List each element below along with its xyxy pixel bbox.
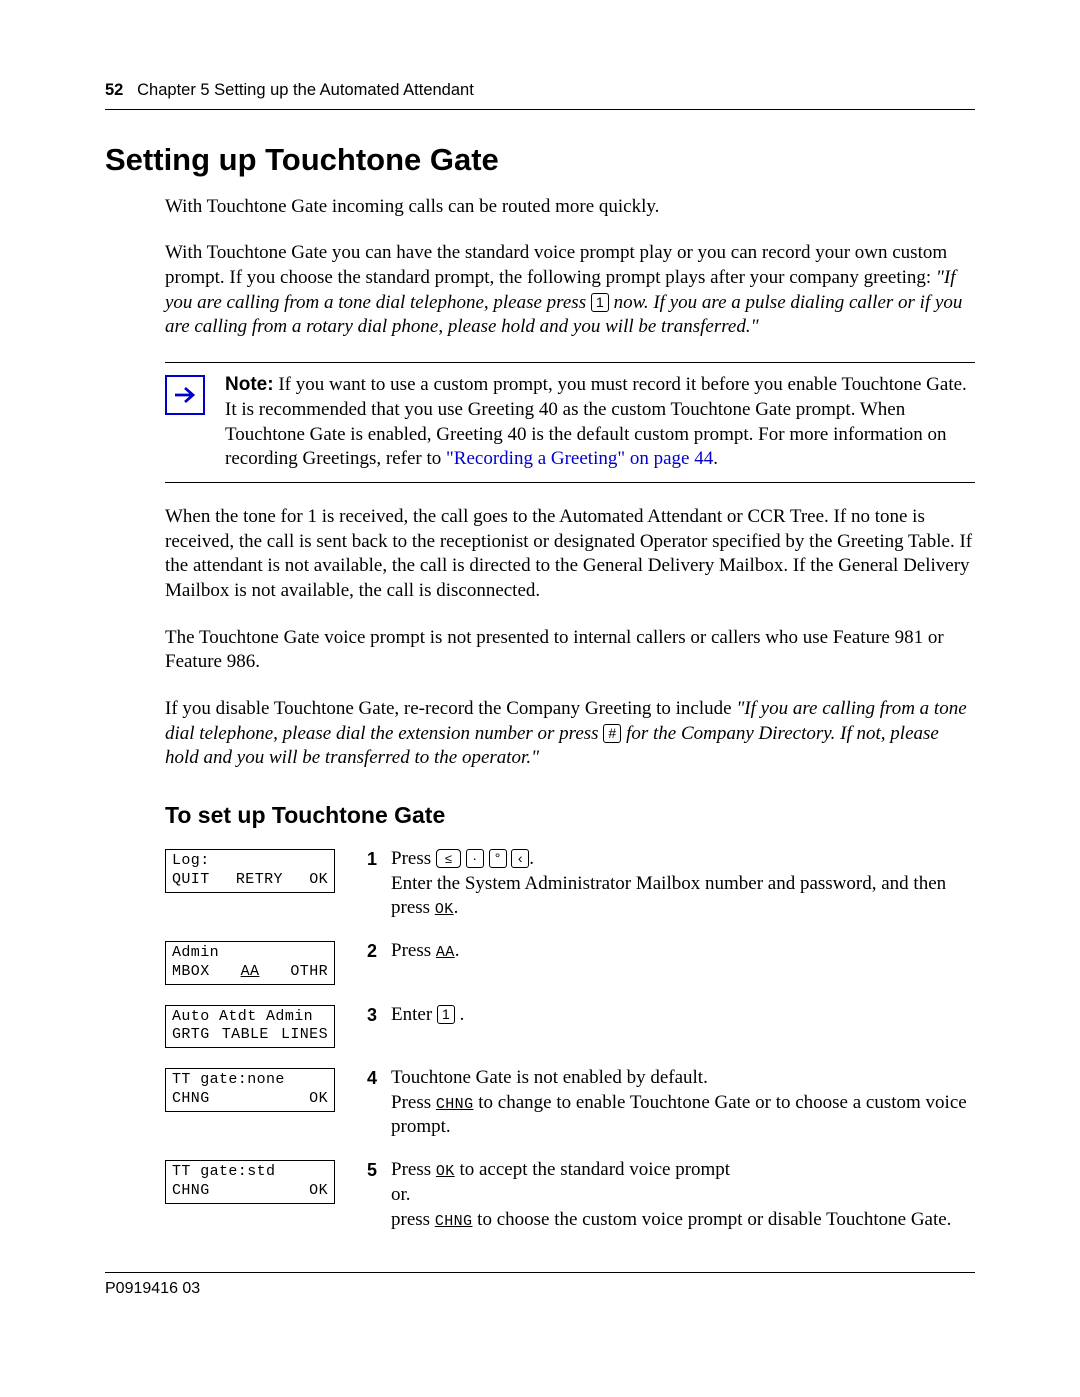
key-1b: 1 xyxy=(437,1005,455,1024)
lcd-2: Admin MBOX AA OTHR xyxy=(165,941,335,985)
lcd-1-soft-b: RETRY xyxy=(236,871,283,890)
step-4-t2a: Press xyxy=(391,1092,436,1113)
key-9: · xyxy=(466,849,484,868)
note-label: Note: xyxy=(225,374,274,395)
step-2: Admin MBOX AA OTHR 2 Press AA. xyxy=(165,939,975,985)
step-2-t2: . xyxy=(455,940,460,961)
lcd-1-line1: Log: xyxy=(172,852,328,871)
para-5-lead: If you disable Touchtone Gate, re-record… xyxy=(165,698,736,719)
para-3: When the tone for 1 is received, the cal… xyxy=(165,505,975,604)
step-5-text: Press OK to accept the standard voice pr… xyxy=(391,1158,975,1232)
step-5: TT gate:std CHNG OK 5 Press OK to accept… xyxy=(165,1158,975,1232)
footer-rule xyxy=(105,1272,975,1273)
header-rule xyxy=(105,109,975,110)
lcd-1-soft-c: OK xyxy=(309,871,328,890)
para-2-lead: With Touchtone Gate you can have the sta… xyxy=(165,242,947,288)
step-5-t2: or. xyxy=(391,1184,411,1205)
step-5-num: 5 xyxy=(351,1158,377,1182)
key-feature: ≤ xyxy=(436,849,461,868)
lcd-5: TT gate:std CHNG OK xyxy=(165,1160,335,1204)
lcd-2-soft-c: OTHR xyxy=(290,963,328,982)
step-4-t2b: to change to enable Touchtone Gate or to… xyxy=(391,1092,967,1138)
step-4-t1: Touchtone Gate is not enabled by default… xyxy=(391,1067,708,1088)
chapter-label: Chapter 5 Setting up the Automated Atten… xyxy=(137,81,474,99)
step-1-t1: Press xyxy=(391,848,436,869)
step-1-text: Press ≤ · ° ‹. Enter the System Administ… xyxy=(391,847,975,921)
step-2-t1: Press xyxy=(391,940,436,961)
key-1: 1 xyxy=(591,293,609,312)
step-5-t3a: press xyxy=(391,1209,435,1230)
para-2: With Touchtone Gate you can have the sta… xyxy=(165,241,975,340)
lcd-1: Log: QUIT RETRY OK xyxy=(165,849,335,893)
page-number: 52 xyxy=(105,81,123,99)
key-3: ‹ xyxy=(511,849,529,868)
note-link[interactable]: "Recording a Greeting" on page 44 xyxy=(446,448,713,469)
step-1-num: 1 xyxy=(351,847,377,871)
step-1-t2: . xyxy=(529,848,534,869)
softkey-chng-2: CHNG xyxy=(435,1213,473,1230)
step-5-t1a: Press xyxy=(391,1159,436,1180)
lcd-3-soft-a: GRTG xyxy=(172,1026,210,1045)
softkey-aa: AA xyxy=(436,944,455,961)
lcd-3-line1: Auto Atdt Admin xyxy=(172,1008,328,1027)
softkey-ok: OK xyxy=(435,901,454,918)
step-3-t2: . xyxy=(455,1004,465,1025)
step-1: Log: QUIT RETRY OK 1 Press ≤ · ° ‹. Ente… xyxy=(165,847,975,921)
subtitle: To set up Touchtone Gate xyxy=(165,801,975,831)
note-arrow-icon xyxy=(165,375,205,415)
lcd-4-line1: TT gate:none xyxy=(172,1071,328,1090)
lcd-5-line1: TT gate:std xyxy=(172,1163,328,1182)
lcd-4-soft-a: CHNG xyxy=(172,1090,210,1109)
step-1-t3: Enter the System Administrator Mailbox n… xyxy=(391,873,946,919)
lcd-3-soft-b: TABLE xyxy=(222,1026,269,1045)
lcd-5-soft-c: OK xyxy=(309,1182,328,1201)
step-3-num: 3 xyxy=(351,1003,377,1027)
footer-doc-id: P0919416 03 xyxy=(105,1279,975,1300)
note-body-b: . xyxy=(713,448,718,469)
para-1: With Touchtone Gate incoming calls can b… xyxy=(165,195,975,220)
step-5-t3b: to choose the custom voice prompt or dis… xyxy=(472,1209,951,1230)
lcd-5-soft-a: CHNG xyxy=(172,1182,210,1201)
lcd-2-soft-a: MBOX xyxy=(172,963,210,982)
lcd-2-soft-b: AA xyxy=(241,963,260,982)
note-block: Note: If you want to use a custom prompt… xyxy=(165,362,975,483)
lcd-4-soft-c: OK xyxy=(309,1090,328,1109)
lcd-2-line1: Admin xyxy=(172,944,328,963)
step-2-num: 2 xyxy=(351,939,377,963)
step-3: Auto Atdt Admin GRTG TABLE LINES 3 Enter… xyxy=(165,1003,975,1049)
step-4: TT gate:none CHNG OK 4 Touchtone Gate is… xyxy=(165,1066,975,1140)
para-5: If you disable Touchtone Gate, re-record… xyxy=(165,697,975,771)
note-text: Note: If you want to use a custom prompt… xyxy=(225,373,975,472)
step-4-num: 4 xyxy=(351,1066,377,1090)
step-5-t1b: to accept the standard voice prompt xyxy=(455,1159,730,1180)
key-8: ° xyxy=(489,849,507,868)
lcd-3-soft-c: LINES xyxy=(281,1026,328,1045)
step-1-t4: . xyxy=(454,897,459,918)
para-4: The Touchtone Gate voice prompt is not p… xyxy=(165,626,975,675)
lcd-4: TT gate:none CHNG OK xyxy=(165,1068,335,1112)
softkey-chng: CHNG xyxy=(436,1096,474,1113)
step-2-text: Press AA. xyxy=(391,939,975,964)
softkey-ok-2: OK xyxy=(436,1163,455,1180)
step-4-text: Touchtone Gate is not enabled by default… xyxy=(391,1066,975,1140)
step-3-t1: Enter xyxy=(391,1004,437,1025)
lcd-1-soft-a: QUIT xyxy=(172,871,210,890)
lcd-3: Auto Atdt Admin GRTG TABLE LINES xyxy=(165,1005,335,1049)
step-3-text: Enter 1 . xyxy=(391,1003,975,1028)
running-header: 52 Chapter 5 Setting up the Automated At… xyxy=(105,80,975,101)
key-hash: # xyxy=(603,724,621,743)
page-title: Setting up Touchtone Gate xyxy=(105,140,975,180)
